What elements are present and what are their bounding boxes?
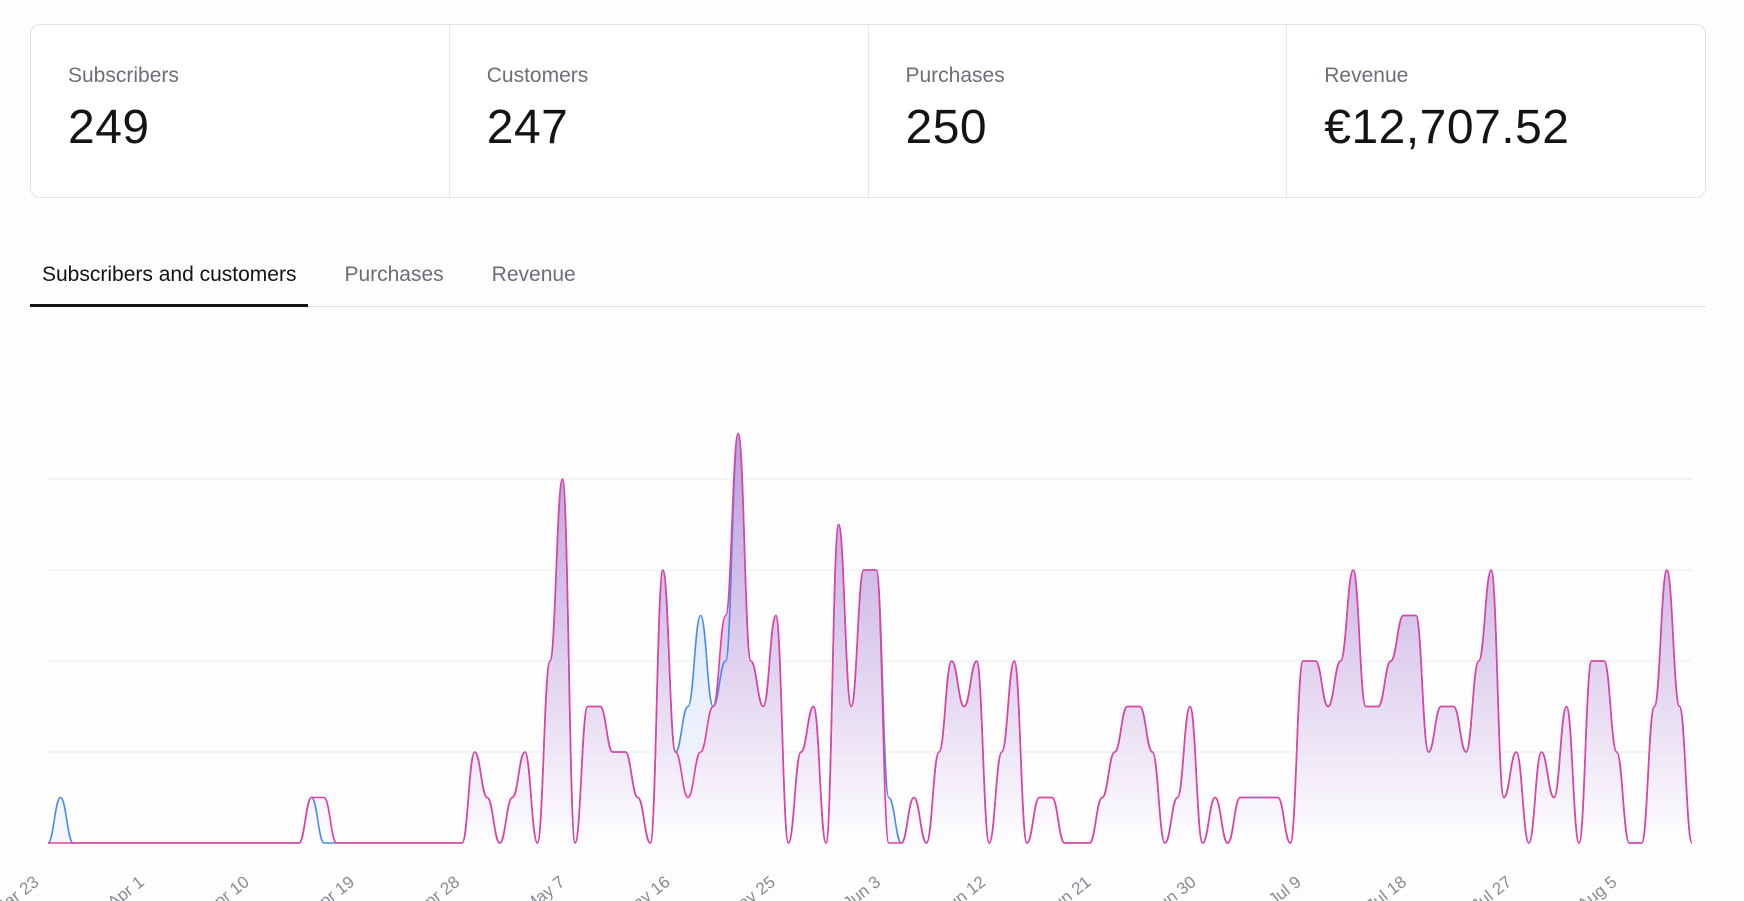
x-tick-label: Apr 28 <box>412 872 463 901</box>
stat-revenue: Revenue €12,707.52 <box>1287 25 1705 197</box>
stat-customers: Customers 247 <box>450 25 869 197</box>
stat-label: Revenue <box>1324 64 1409 87</box>
stat-purchases: Purchases 250 <box>869 25 1288 197</box>
stat-label: Purchases <box>905 64 1005 87</box>
x-tick-label: Apr 19 <box>307 872 358 901</box>
x-tick-label: May 25 <box>723 872 779 901</box>
stat-value: €12,707.52 <box>1324 101 1570 154</box>
x-tick-label: Jun 12 <box>937 872 989 901</box>
x-tick-label: Jun 30 <box>1148 872 1200 901</box>
x-tick-label: Jun 3 <box>840 872 884 901</box>
x-tick-label: Jun 21 <box>1043 872 1095 901</box>
customers-line <box>48 432 1693 844</box>
tab-subscribers-and-customers[interactable]: Subscribers and customers <box>30 248 309 307</box>
stat-value: 250 <box>905 101 988 154</box>
chart-svg: Mar 23 Apr 1 Apr 10 Apr 19 Apr 28 May 7 May 16… <box>0 432 1693 901</box>
x-tick-label: Jul 18 <box>1363 872 1410 901</box>
x-tick-label: May 16 <box>618 872 674 901</box>
x-tick-label: Mar 23 <box>0 872 42 901</box>
stat-value: 247 <box>486 101 569 154</box>
x-tick-label: Apr 10 <box>202 872 253 901</box>
x-tick-label: May 7 <box>520 872 568 901</box>
x-tick-label: Apr 1 <box>104 872 148 901</box>
tab-purchases[interactable]: Purchases <box>344 263 444 286</box>
customers-area <box>48 433 1692 843</box>
x-tick-label: Jul 27 <box>1468 872 1515 901</box>
stat-value: 249 <box>68 101 150 154</box>
stats-summary: Subscribers 249 Customers 247 Purchases … <box>30 24 1706 198</box>
tab-revenue[interactable]: Revenue <box>491 263 576 286</box>
stat-label: Subscribers <box>68 64 179 87</box>
stat-label: Customers <box>486 64 589 87</box>
x-tick-label: Jul 9 <box>1265 872 1305 901</box>
stat-subscribers: Subscribers 249 <box>31 25 450 197</box>
chart-tabs: Subscribers and customers Purchases Reve… <box>30 248 1706 307</box>
x-tick-label: Aug 5 <box>1574 872 1621 901</box>
subscribers-customers-chart: Mar 23 Apr 1 Apr 10 Apr 19 Apr 28 May 7 May 16… <box>0 330 1744 901</box>
